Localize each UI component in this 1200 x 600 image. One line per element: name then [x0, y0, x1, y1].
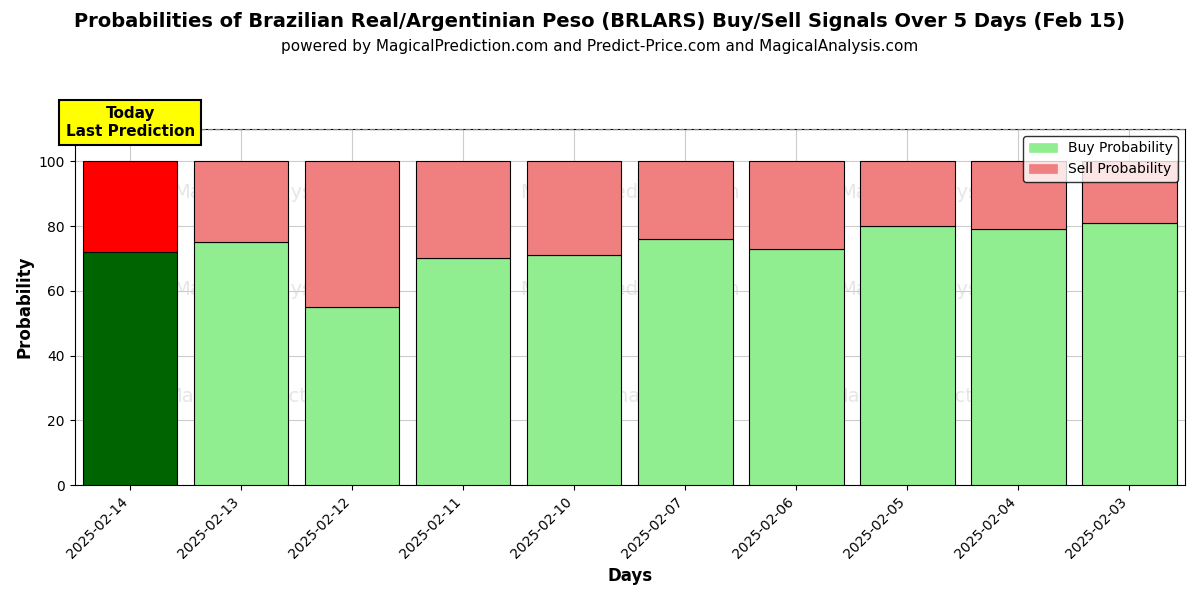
Bar	[749, 248, 844, 485]
Bar	[305, 161, 400, 307]
Text: MagicalAnalysis.com: MagicalAnalysis.com	[839, 280, 1042, 299]
Bar	[527, 255, 622, 485]
Text: powered by MagicalPrediction.com and Predict-Price.com and MagicalAnalysis.com: powered by MagicalPrediction.com and Pre…	[281, 39, 919, 54]
Bar	[1082, 223, 1177, 485]
Bar	[416, 161, 510, 259]
Text: MagicalPrediction.com: MagicalPrediction.com	[520, 184, 739, 202]
Bar	[83, 161, 178, 252]
Bar	[194, 161, 288, 242]
Text: Probabilities of Brazilian Real/Argentinian Peso (BRLARS) Buy/Sell Signals Over : Probabilities of Brazilian Real/Argentin…	[74, 12, 1126, 31]
Text: Today
Last Prediction: Today Last Prediction	[66, 106, 194, 139]
Bar	[860, 161, 955, 226]
Bar	[971, 161, 1066, 229]
Bar	[638, 161, 732, 239]
Bar	[305, 307, 400, 485]
Bar	[194, 242, 288, 485]
Bar	[83, 252, 178, 485]
Text: MagicalPrediction.com: MagicalPrediction.com	[164, 386, 384, 406]
Bar	[1082, 161, 1177, 223]
Text: MagicalPrediction.com: MagicalPrediction.com	[520, 280, 739, 299]
Bar	[749, 161, 844, 248]
Bar	[638, 239, 732, 485]
Bar	[416, 259, 510, 485]
Y-axis label: Probability: Probability	[16, 256, 34, 358]
Bar	[971, 229, 1066, 485]
Legend: Buy Probability, Sell Probability: Buy Probability, Sell Probability	[1024, 136, 1178, 182]
Text: MagicalAnalysis.com: MagicalAnalysis.com	[839, 184, 1042, 202]
X-axis label: Days: Days	[607, 567, 653, 585]
Bar	[527, 161, 622, 255]
Text: MagicalAnalysis.com: MagicalAnalysis.com	[173, 280, 376, 299]
Text: MagicalPrediction.com: MagicalPrediction.com	[830, 386, 1050, 406]
Text: MagicalAnalysis.com: MagicalAnalysis.com	[528, 386, 731, 406]
Bar	[860, 226, 955, 485]
Text: MagicalAnalysis.com: MagicalAnalysis.com	[173, 184, 376, 202]
